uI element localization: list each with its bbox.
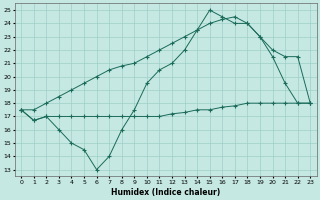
X-axis label: Humidex (Indice chaleur): Humidex (Indice chaleur) (111, 188, 220, 197)
